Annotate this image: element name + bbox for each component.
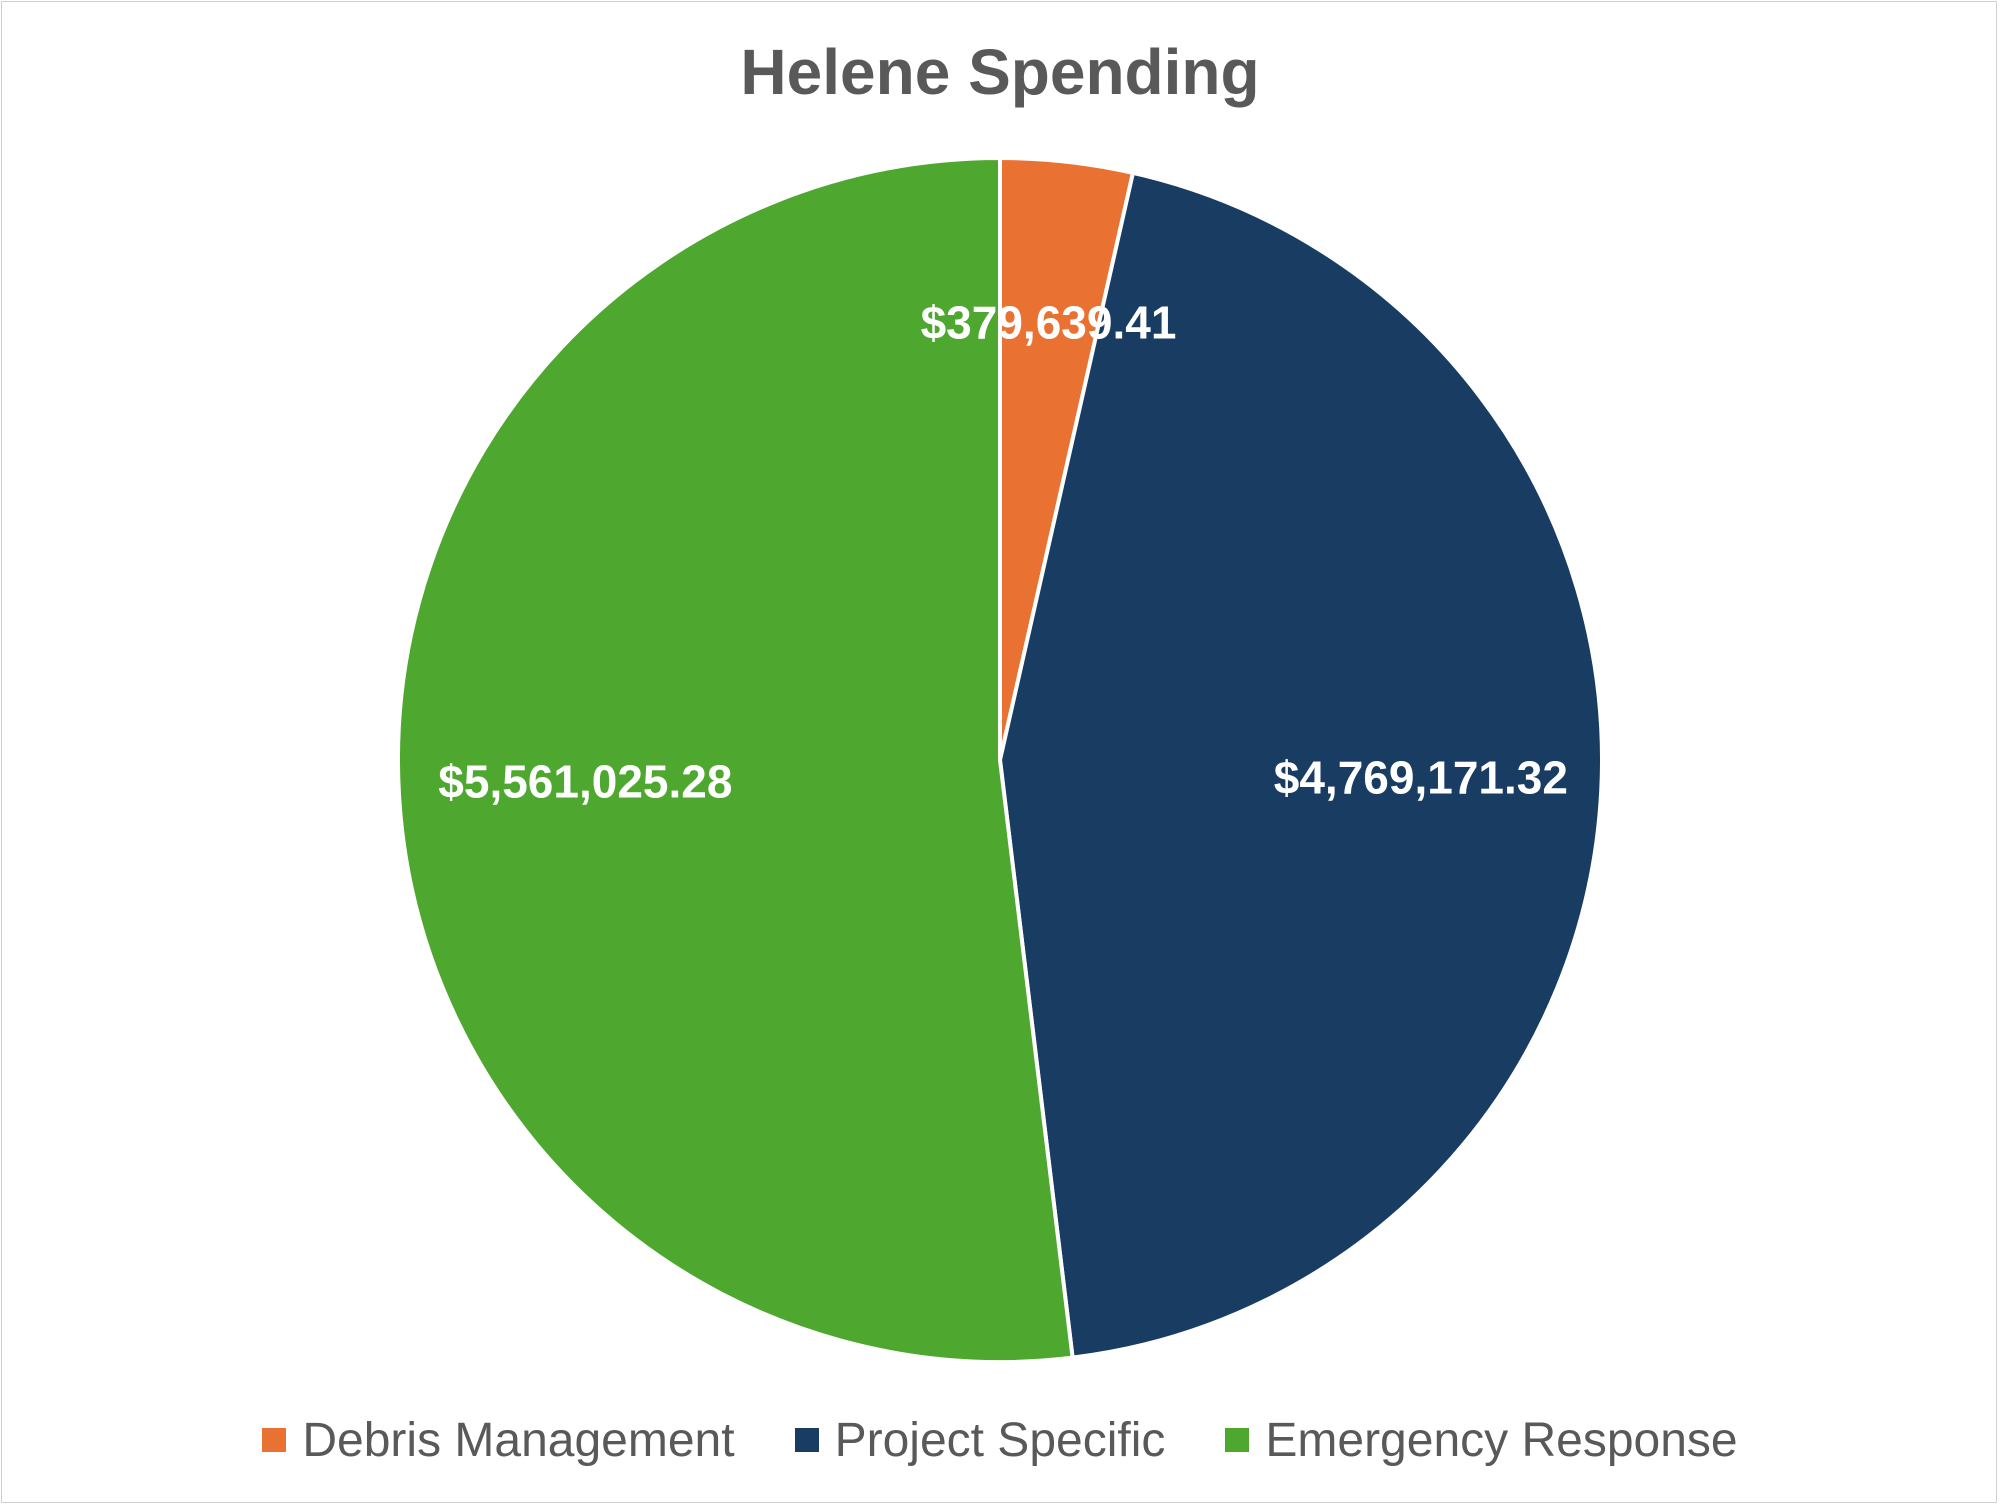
legend-swatch xyxy=(1225,1428,1250,1452)
pie-slices xyxy=(395,156,1604,1364)
legend-label: Emergency Response xyxy=(1265,1413,1738,1467)
chart-title: Helene Spending xyxy=(740,36,1260,108)
legend-label: Project Specific xyxy=(834,1413,1166,1467)
legend-item-emergency-response[interactable]: Emergency Response xyxy=(1225,1413,1738,1468)
pie-slice-emergency-response[interactable] xyxy=(395,156,1075,1364)
legend-swatch xyxy=(794,1428,819,1452)
chart-legend: Debris Management Project Specific Emerg… xyxy=(0,1410,2000,1470)
data-label-project-specific: $4,769,171.32 xyxy=(1274,752,1568,804)
legend-label: Debris Management xyxy=(302,1413,735,1467)
legend-item-project-specific[interactable]: Project Specific xyxy=(794,1413,1166,1468)
legend-item-debris-management[interactable]: Debris Management xyxy=(262,1413,735,1468)
data-label-debris-management: $379,639.41 xyxy=(921,296,1177,348)
data-label-emergency-response: $5,561,025.28 xyxy=(438,755,732,807)
legend-swatch xyxy=(262,1428,287,1452)
pie-data-labels: $379,639.41 $4,769,171.32 $5,561,025.28 xyxy=(438,296,1568,807)
pie-slice-project-specific[interactable] xyxy=(998,170,1604,1360)
